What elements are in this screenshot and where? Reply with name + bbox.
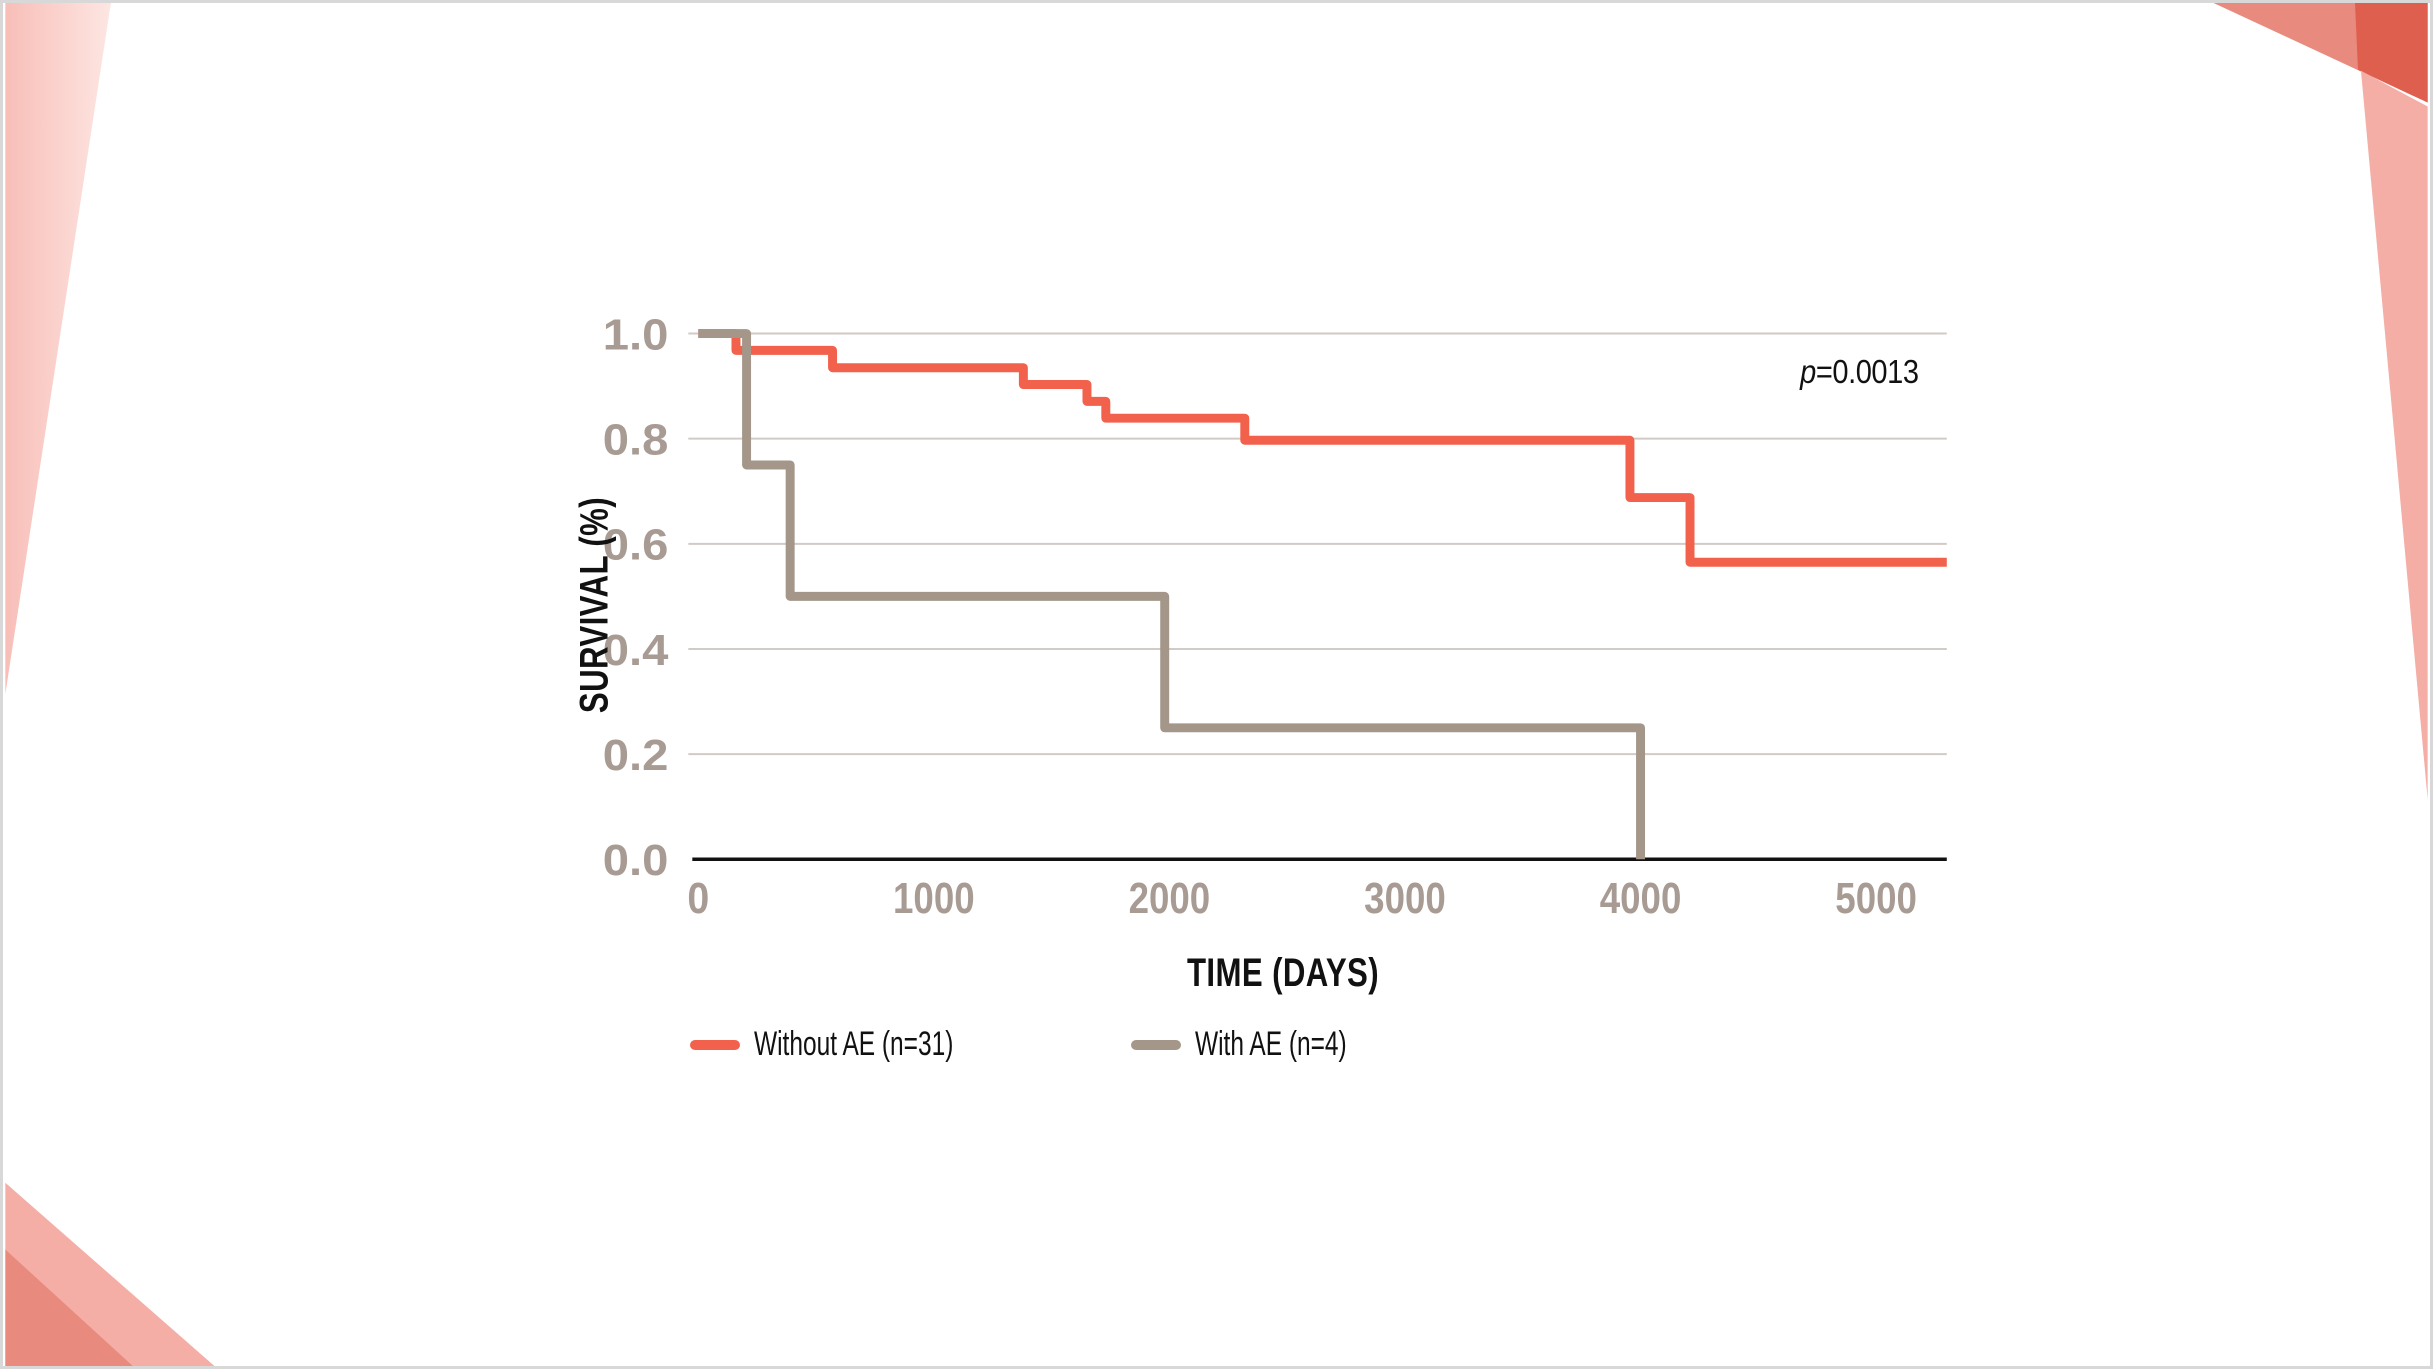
y-tick-label: 0.4 [603, 626, 669, 675]
survival-chart: 0.0 0.2 0.4 0.6 0.8 1.0 0 1000 2000 3000 4000 5000 [603, 310, 1947, 923]
x-tick-label: 3000 [1364, 874, 1446, 923]
y-tick-label: 1.0 [603, 310, 669, 359]
y-axis-title: SURVIVAL (%) [572, 496, 617, 714]
x-tick-label: 4000 [1600, 874, 1682, 923]
series-line-with-ae [698, 329, 1646, 860]
gridlines [688, 332, 1947, 756]
x-tick-label: 2000 [1129, 874, 1211, 923]
p-value-annotation: p=0.0013 [1800, 353, 1920, 391]
y-tick-label: 0.6 [603, 521, 669, 570]
y-tick-label: 0.8 [603, 416, 669, 465]
legend-item-without-ae: Without AE (n=31) [690, 1025, 1031, 1064]
x-tick-label: 1000 [893, 874, 975, 923]
x-axis-title: TIME (DAYS) [1186, 951, 1380, 995]
legend-swatch-without-ae [690, 1039, 740, 1050]
series-line-without-ae [698, 329, 1947, 567]
decor-bottom-left-salmon-triangle [5, 1249, 133, 1366]
corner-decorations [5, 3, 2428, 1366]
p-value-number: =0.0013 [1816, 353, 1919, 390]
chart-legend: Without AE (n=31) With AE (n=4) [690, 1025, 1406, 1064]
y-tick-label: 0.2 [603, 731, 669, 780]
decor-top-left-pink-wedge [5, 3, 111, 694]
x-tick-label: 0 [687, 874, 709, 923]
legend-label-with-ae: With AE (n=4) [1194, 1025, 1347, 1063]
decor-top-right-red-corner [2354, 3, 2428, 103]
decor-right-pink-wedge [2360, 70, 2428, 800]
y-tick-labels: 0.0 0.2 0.4 0.6 0.8 1.0 [603, 310, 669, 885]
x-tick-labels: 0 1000 2000 3000 4000 5000 [687, 874, 1917, 923]
x-tick-label: 5000 [1835, 874, 1917, 923]
legend-swatch-with-ae [1130, 1039, 1181, 1050]
legend-item-with-ae: With AE (n=4) [1130, 1025, 1406, 1064]
legend-label-without-ae: Without AE (n=31) [754, 1025, 954, 1063]
p-value-symbol: p [1800, 353, 1817, 390]
y-tick-label: 0.0 [603, 836, 669, 885]
